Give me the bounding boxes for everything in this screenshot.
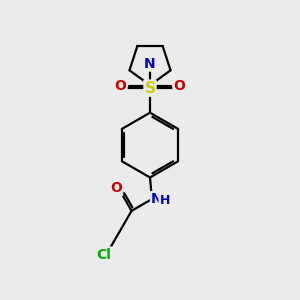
Text: N: N: [144, 57, 156, 70]
Text: N: N: [151, 192, 163, 206]
Text: O: O: [115, 79, 127, 93]
Text: O: O: [173, 79, 185, 93]
Text: H: H: [160, 194, 170, 207]
Text: Cl: Cl: [97, 248, 112, 262]
Text: S: S: [145, 81, 155, 96]
Text: O: O: [110, 181, 122, 195]
